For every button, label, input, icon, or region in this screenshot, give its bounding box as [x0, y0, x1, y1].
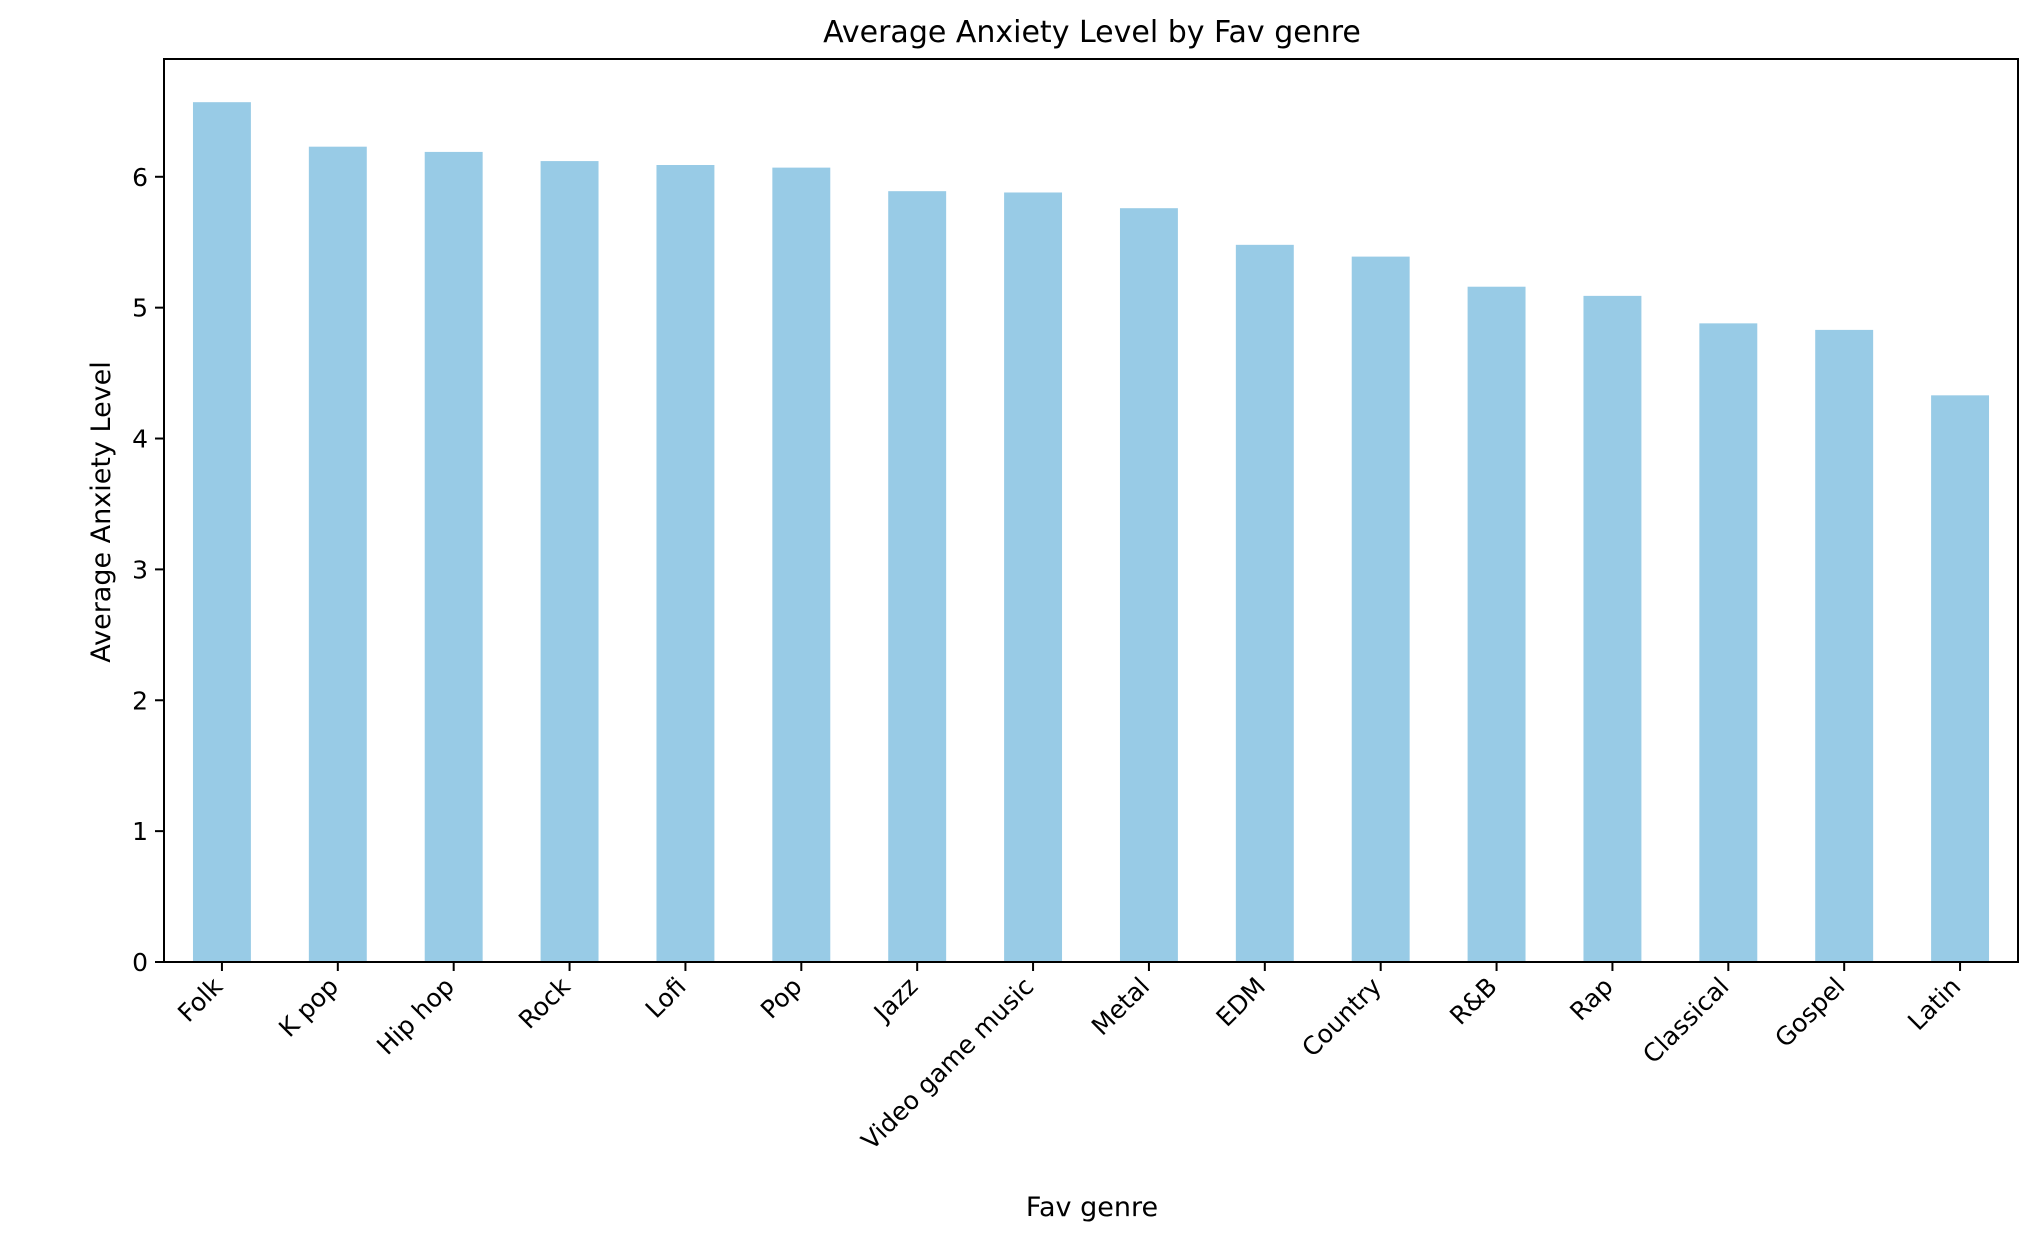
bar: [308, 146, 367, 962]
bar: [1235, 244, 1294, 962]
x-tick-label: Rap: [1564, 972, 1618, 1026]
x-tick-label: Country: [1296, 972, 1387, 1063]
y-tick-label: 1: [132, 817, 148, 846]
bar: [1119, 208, 1178, 963]
x-tick-label: Latin: [1902, 972, 1966, 1036]
y-tick-label: 2: [132, 686, 148, 715]
plot-area-frame: [163, 58, 2019, 963]
x-tick-label: K pop: [273, 972, 344, 1043]
bar: [1699, 323, 1758, 962]
x-tick-label: Hip hop: [371, 972, 460, 1061]
x-tick-label: Classical: [1637, 972, 1734, 1069]
bar: [192, 102, 251, 963]
bar: [772, 167, 831, 963]
y-tick-label: 3: [132, 555, 148, 584]
chart-title: Average Anxiety Level by Fav genre: [823, 15, 1361, 50]
bar: [1583, 295, 1642, 962]
x-tick-label: Rock: [513, 971, 576, 1034]
x-tick-label: Jazz: [867, 972, 924, 1029]
x-tick-label: Pop: [755, 972, 808, 1025]
bar: [540, 161, 599, 963]
x-tick-label: Lofi: [640, 972, 692, 1024]
bar: [1815, 329, 1874, 962]
y-ticks-group: 0 1 2 3 4 5 6: [132, 163, 164, 977]
bar: [1467, 286, 1526, 963]
y-tick-label: 4: [132, 425, 148, 454]
bar: [1351, 256, 1410, 962]
bar: [888, 191, 947, 963]
bar: [1931, 395, 1990, 962]
x-tick-label: Folk: [172, 971, 228, 1027]
y-tick-label: 5: [132, 294, 148, 323]
y-tick-label: 6: [132, 163, 148, 192]
x-tick-label: Metal: [1086, 972, 1155, 1041]
x-tick-label: R&B: [1444, 972, 1503, 1031]
x-axis-label: Fav genre: [1026, 1192, 1158, 1223]
bar: [656, 165, 715, 963]
y-tick-label: 0: [132, 948, 148, 977]
bar: [1004, 192, 1063, 963]
x-tick-label: EDM: [1211, 972, 1272, 1033]
bar: [424, 151, 483, 963]
bars-group: [192, 102, 1990, 963]
y-axis-label: Average Anxiety Level: [86, 361, 117, 663]
x-tick-label: Gospel: [1769, 972, 1850, 1053]
